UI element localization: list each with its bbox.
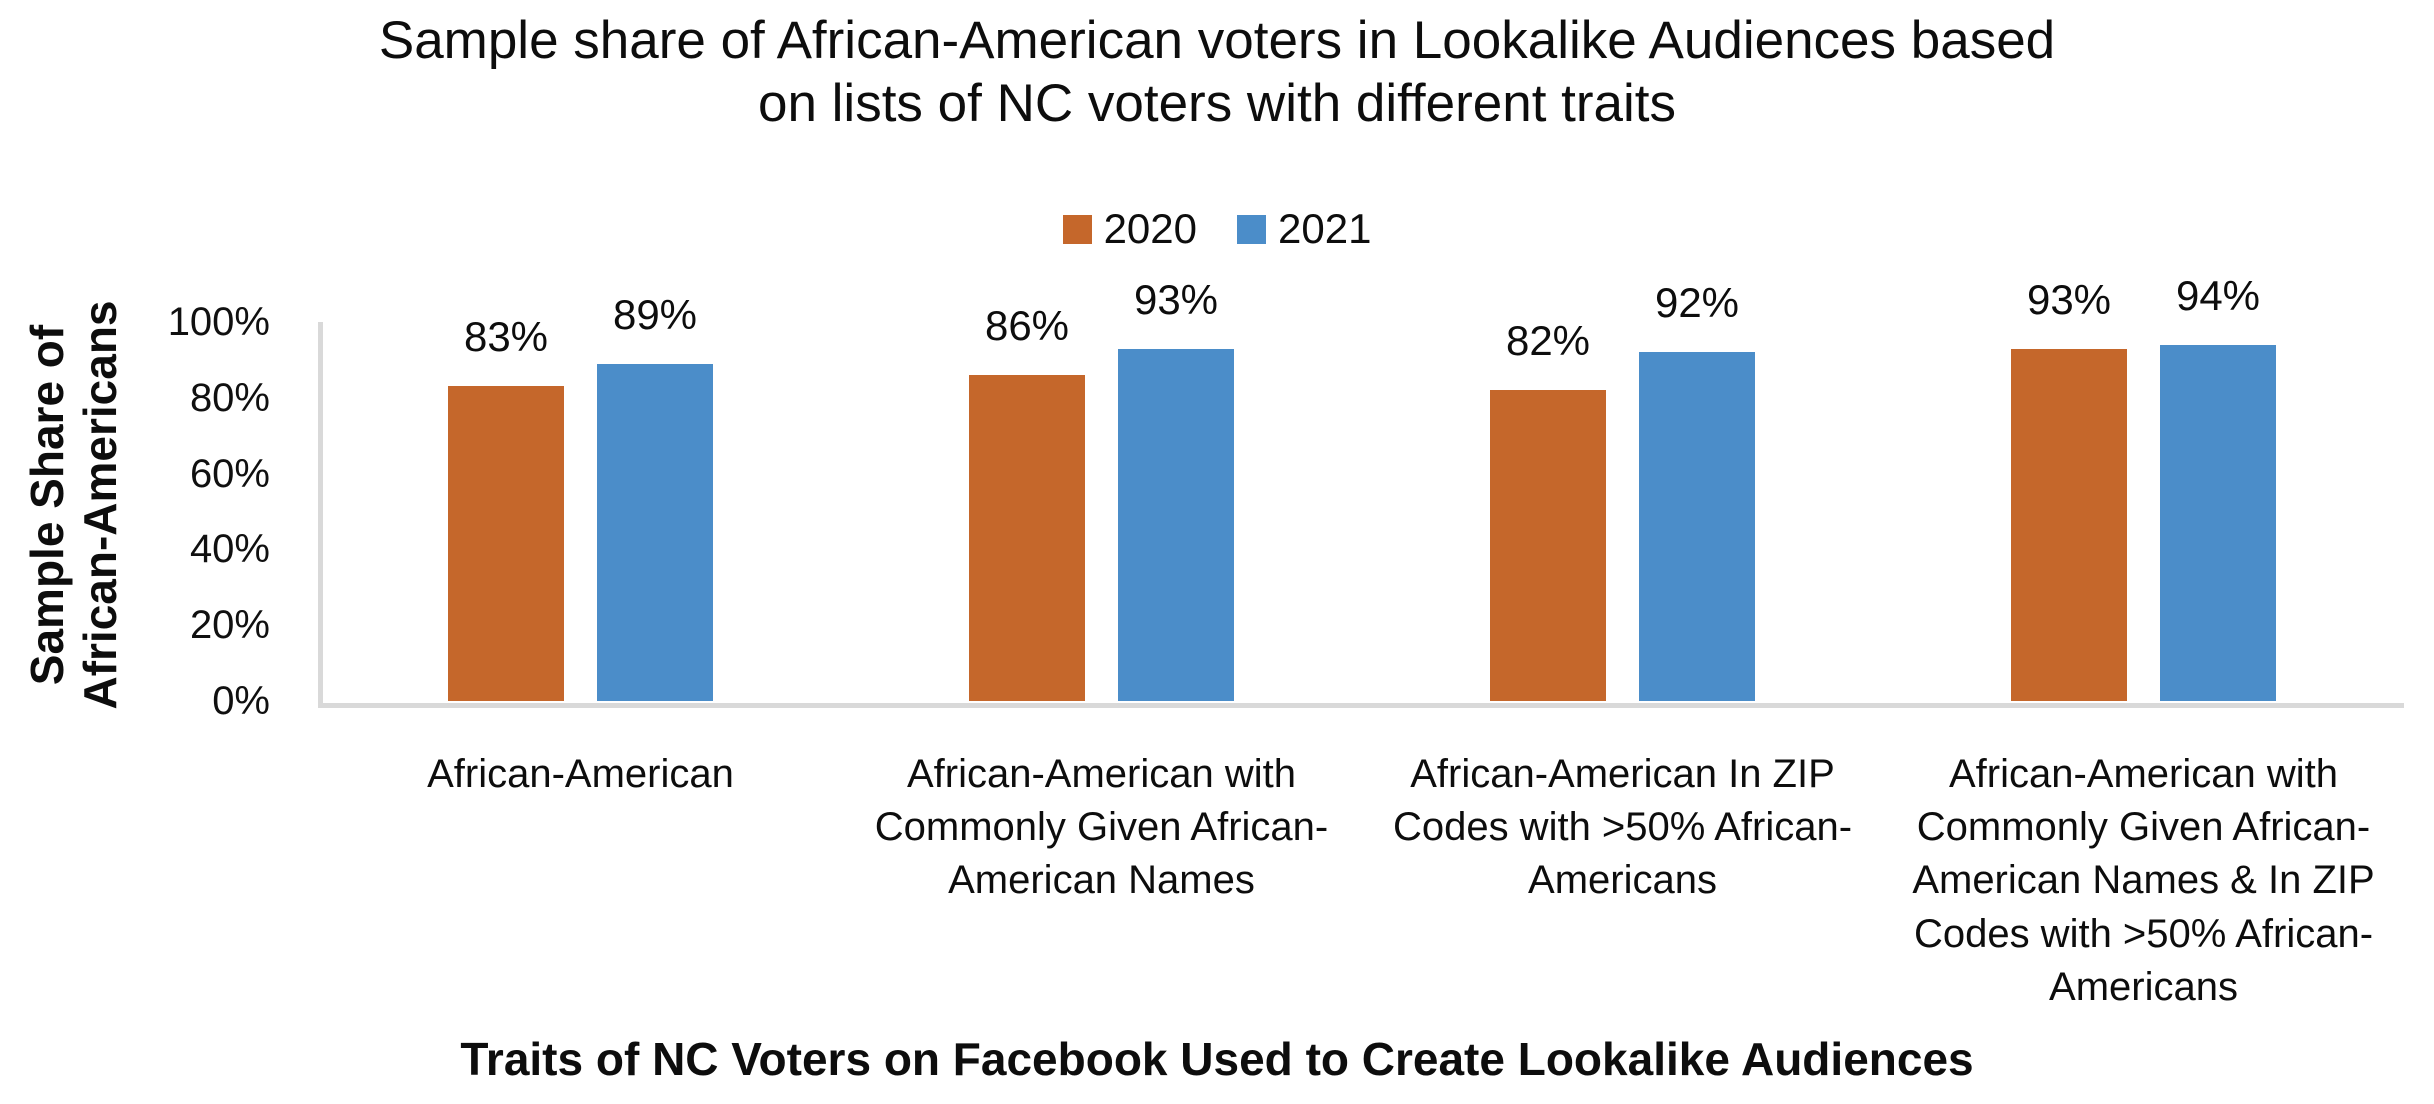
category-label-2: African-American with Commonly Given Afr… bbox=[874, 752, 1329, 903]
legend-label-2021: 2021 bbox=[1278, 205, 1372, 252]
bar-value-label-2021-group-4: 94% bbox=[2175, 272, 2261, 319]
y-tick-40: 40% bbox=[189, 527, 270, 571]
bar-group-1: 83% 89% bbox=[320, 294, 841, 703]
y-tick-100: 100% bbox=[167, 300, 270, 344]
bar-group-3: 82% 92% bbox=[1362, 282, 1883, 703]
category-labels: African-American African-American with Co… bbox=[320, 748, 2404, 1014]
bar-2021-group-3: 92% bbox=[1639, 282, 1755, 701]
y-tick-60: 60% bbox=[189, 452, 270, 496]
y-tick-80: 80% bbox=[189, 376, 270, 420]
legend-label-2020: 2020 bbox=[1103, 205, 1197, 252]
bar-value-label-2021-group-3: 92% bbox=[1654, 279, 1740, 326]
bar-group-2: 86% 93% bbox=[841, 279, 1362, 703]
x-axis-line bbox=[318, 703, 2404, 708]
bar-value-label-2021-group-2: 93% bbox=[1133, 276, 1219, 323]
category-label-1: African-American bbox=[427, 752, 734, 796]
category-label-4: African-American with Commonly Given Afr… bbox=[1912, 752, 2375, 1009]
bar-2021-group-2: 93% bbox=[1118, 279, 1234, 701]
bar-value-label-2020-group-1: 83% bbox=[463, 313, 549, 360]
y-tick-20: 20% bbox=[189, 603, 270, 647]
legend: 2020 2021 bbox=[0, 205, 2434, 253]
legend-swatch-2021 bbox=[1237, 214, 1266, 244]
plot-area: 83% 89% 86% 93% 82% 92% 93% 94% bbox=[320, 275, 2404, 703]
y-tick-0: 0% bbox=[212, 679, 270, 723]
category-label-3: African-American In ZIP Codes with >50% … bbox=[1392, 752, 1853, 903]
bar-value-label-2021-group-1: 89% bbox=[612, 291, 698, 338]
y-axis-title: Sample Share of African-Americans bbox=[21, 300, 126, 710]
legend-item-2021: 2021 bbox=[1237, 205, 1371, 253]
bar-2020-group-1: 83% bbox=[448, 316, 564, 701]
bar-2020-group-4: 93% bbox=[2011, 279, 2127, 701]
bar-group-4: 93% 94% bbox=[1883, 275, 2404, 703]
chart-title: Sample share of African-American voters … bbox=[378, 11, 2056, 133]
y-axis-line bbox=[318, 322, 323, 708]
bar-value-label-2020-group-2: 86% bbox=[984, 302, 1070, 349]
legend-swatch-2020 bbox=[1062, 214, 1092, 244]
x-axis-title: Traits of NC Voters on Facebook Used to … bbox=[460, 1033, 1974, 1085]
bar-2021-group-4: 94% bbox=[2160, 275, 2276, 701]
bar-2020-group-3: 82% bbox=[1490, 320, 1606, 701]
bar-2020-group-2: 86% bbox=[969, 305, 1085, 701]
bar-value-label-2020-group-3: 82% bbox=[1505, 317, 1591, 364]
legend-item-2020: 2020 bbox=[1062, 205, 1197, 253]
bar-2021-group-1: 89% bbox=[597, 294, 713, 701]
bar-value-label-2020-group-4: 93% bbox=[2026, 276, 2112, 323]
